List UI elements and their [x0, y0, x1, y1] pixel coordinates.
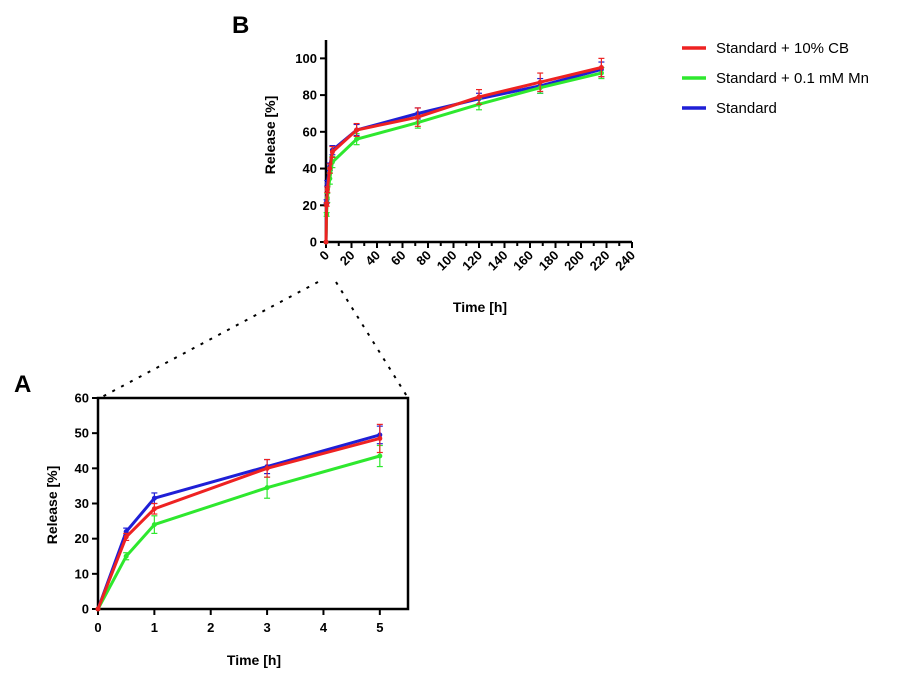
- b-x-tick-label: 140: [485, 248, 511, 274]
- data-point: [537, 79, 543, 85]
- panel-a-frame: [96, 396, 410, 611]
- series-line: [324, 71, 602, 243]
- a-x-tick-label: 2: [207, 620, 214, 635]
- b-x-tick-label: 60: [388, 248, 409, 269]
- a-y-tick-label: 0: [82, 602, 89, 617]
- data-point: [324, 201, 330, 207]
- b-x-tick-label: 80: [413, 248, 434, 269]
- b-y-tick-label: 100: [295, 51, 317, 66]
- data-point: [151, 495, 157, 501]
- a-series-standard: [95, 425, 383, 612]
- b-x-tick-label: 20: [337, 248, 358, 269]
- b-y-tick-label: 60: [303, 124, 317, 139]
- b-y-tick-label: 0: [310, 235, 317, 250]
- data-point: [123, 553, 129, 559]
- a-y-tick-label: 30: [75, 496, 89, 511]
- data-point: [323, 239, 329, 245]
- b-series-standard: [323, 61, 605, 245]
- legend-entry: Standard + 0.1 mM Mn: [716, 70, 869, 87]
- panel-a-label: A: [14, 371, 31, 398]
- series-line: [324, 66, 602, 243]
- data-point: [598, 65, 604, 71]
- data-point: [264, 465, 270, 471]
- a-series-standard-10-cb: [95, 423, 383, 612]
- data-point: [151, 522, 157, 528]
- a-series-standard-0-1-mm-mn: [95, 444, 383, 612]
- zoom-connector-left: [99, 281, 319, 399]
- b-x-tick-label: 120: [459, 248, 485, 274]
- b-x-tick-label: 40: [362, 248, 383, 269]
- data-point: [327, 166, 333, 172]
- a-x-tick-label: 1: [151, 620, 158, 635]
- series-line: [324, 67, 602, 243]
- data-point: [264, 485, 270, 491]
- legend: Standard + 10% CB Standard + 0.1 mM Mn Sta…: [682, 40, 869, 117]
- legend-entry: Standard: [716, 100, 777, 117]
- a-y-tick-label: 60: [75, 391, 89, 406]
- b-x-tick-label: 180: [536, 248, 562, 274]
- b-y-tick-label: 80: [303, 88, 317, 103]
- a-y-tick-label: 20: [75, 531, 89, 546]
- panel-b-label: B: [232, 12, 249, 39]
- b-x-tick-label: 0: [316, 248, 332, 264]
- panel-b-x-title: Time [h]: [453, 299, 507, 315]
- panel-a-x-title: Time [h]: [227, 652, 281, 668]
- b-y-tick-label: 40: [303, 161, 317, 176]
- series-line: [96, 436, 381, 610]
- b-x-tick-label: 240: [612, 248, 638, 274]
- a-y-tick-label: 50: [75, 426, 89, 441]
- b-x-tick-label: 160: [510, 248, 536, 274]
- b-series-standard-10-cb: [323, 57, 605, 245]
- legend-entry: Standard + 10% CB: [716, 40, 849, 57]
- a-x-tick-label: 4: [320, 620, 328, 635]
- a-x-tick-label: 5: [376, 620, 383, 635]
- b-y-tick-label: 20: [303, 198, 317, 213]
- panel-b-y-title: Release [%]: [262, 96, 278, 175]
- data-point: [377, 453, 383, 459]
- a-x-tick-label: 0: [94, 620, 101, 635]
- panel-a-chart: A 0 10 20 30 40 50 60 0 1 2 3 4 5 Release [%] Time …: [14, 371, 410, 668]
- b-x-tick-label: 200: [561, 248, 587, 274]
- data-point: [324, 187, 330, 193]
- data-point: [123, 534, 129, 540]
- data-point: [476, 94, 482, 100]
- data-point: [95, 606, 101, 612]
- b-x-tick-label: 100: [434, 248, 460, 274]
- data-point: [377, 435, 383, 441]
- a-y-tick-label: 40: [75, 461, 89, 476]
- data-point: [354, 127, 360, 133]
- zoom-connector-right: [335, 281, 409, 399]
- b-series-standard-0-1-mm-mn: [323, 66, 605, 245]
- data-point: [415, 114, 421, 120]
- data-point: [354, 136, 360, 142]
- panel-a-y-title: Release [%]: [44, 466, 60, 545]
- a-x-tick-label: 3: [263, 620, 270, 635]
- a-y-tick-label: 10: [75, 566, 89, 581]
- b-x-tick-label: 220: [587, 248, 613, 274]
- data-point: [151, 506, 157, 512]
- data-point: [329, 149, 335, 155]
